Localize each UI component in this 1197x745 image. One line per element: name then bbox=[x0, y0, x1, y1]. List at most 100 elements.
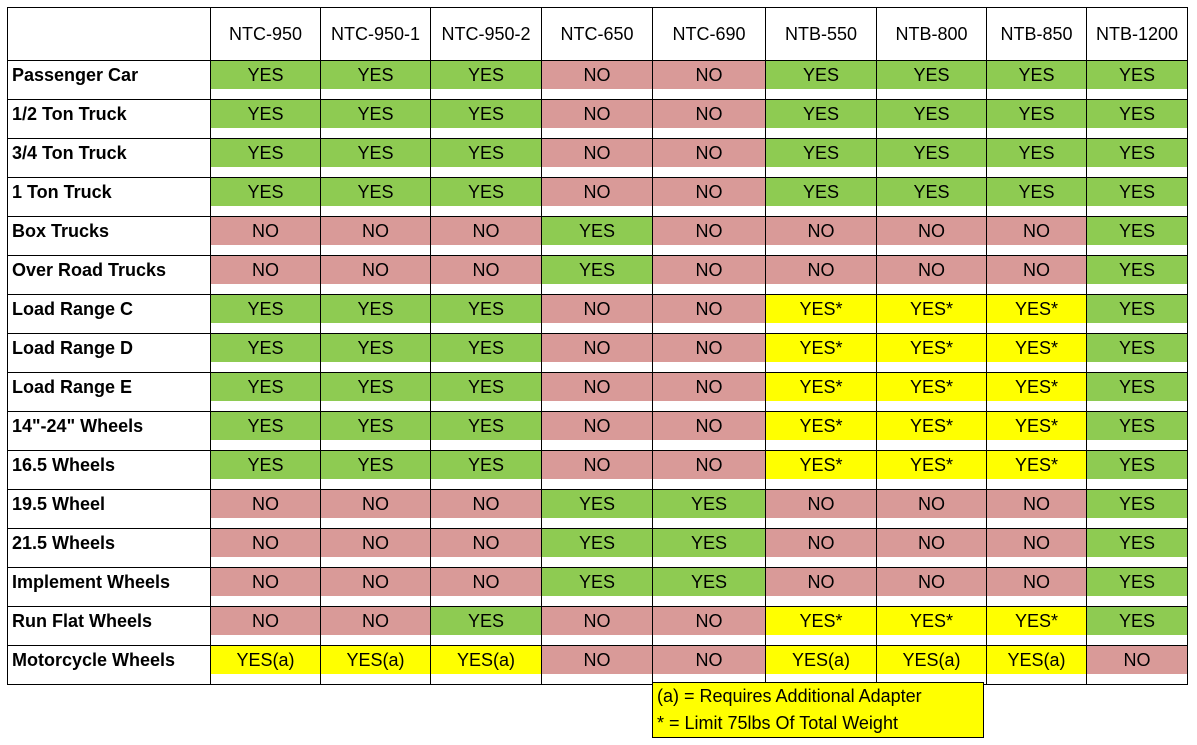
table-cell: NO bbox=[320, 567, 431, 607]
table-cell: YES bbox=[430, 138, 542, 178]
cell-value: YES* bbox=[877, 373, 986, 401]
cell-value: YES bbox=[987, 139, 1086, 167]
cell-value: YES* bbox=[766, 334, 876, 362]
cell-value: YES bbox=[1087, 607, 1187, 635]
table-row: Implement Wheels NO NO NO YES YES NO NO NO YES bbox=[7, 567, 1188, 607]
cell-value: NO bbox=[431, 529, 541, 557]
cell-value: NO bbox=[987, 217, 1086, 245]
table-cell: YES bbox=[765, 99, 877, 139]
cell-value: YES bbox=[431, 61, 541, 89]
table-cell: YES* bbox=[876, 450, 987, 490]
cell-value: YES* bbox=[766, 607, 876, 635]
row-label-cell: 21.5 Wheels bbox=[7, 528, 211, 568]
cell-value: YES* bbox=[987, 607, 1086, 635]
cell-value: YES bbox=[653, 568, 765, 596]
cell-value: YES bbox=[321, 178, 430, 206]
cell-value: YES bbox=[431, 139, 541, 167]
row-label-cell: Load Range E bbox=[7, 372, 211, 412]
table-cell: NO bbox=[430, 489, 542, 529]
legend-box: (a) = Requires Additional Adapter * = Lim… bbox=[652, 682, 984, 738]
compatibility-table: NTC-950 NTC-950-1 NTC-950-2 NTC-650 NTC-690 N… bbox=[7, 7, 1188, 685]
table-cell: YES* bbox=[876, 372, 987, 412]
cell-value: YES bbox=[987, 178, 1086, 206]
table-row: Motorcycle Wheels YES(a) YES(a) YES(a) NO NO Y… bbox=[7, 645, 1188, 685]
cell-value: YES(a) bbox=[431, 646, 541, 674]
table-cell: YES bbox=[430, 606, 542, 646]
table-cell: YES bbox=[210, 333, 321, 373]
cell-value: NO bbox=[766, 490, 876, 518]
table-cell: YES bbox=[1086, 411, 1188, 451]
cell-value: YES bbox=[1087, 139, 1187, 167]
table-cell: NO bbox=[541, 450, 653, 490]
table-cell: YES bbox=[1086, 606, 1188, 646]
table-cell: NO bbox=[541, 606, 653, 646]
cell-value: NO bbox=[653, 412, 765, 440]
row-label-cell: Box Trucks bbox=[7, 216, 211, 256]
table-cell: YES bbox=[210, 60, 321, 100]
cell-value: YES bbox=[542, 217, 652, 245]
table-cell: YES* bbox=[986, 294, 1087, 334]
table-cell: YES bbox=[320, 450, 431, 490]
table-cell: YES bbox=[320, 411, 431, 451]
table-row: Load Range E YES YES YES NO NO YES* YES* YES* YES bbox=[7, 372, 1188, 412]
table-cell: YES(a) bbox=[430, 645, 542, 685]
cell-value: YES bbox=[653, 490, 765, 518]
row-label-cell: Implement Wheels bbox=[7, 567, 211, 607]
table-cell: NO bbox=[320, 216, 431, 256]
cell-value: YES bbox=[1087, 568, 1187, 596]
cell-value: NO bbox=[653, 646, 765, 674]
table-cell: NO bbox=[541, 294, 653, 334]
cell-value: YES(a) bbox=[877, 646, 986, 674]
table-cell: YES bbox=[430, 411, 542, 451]
cell-value: NO bbox=[653, 256, 765, 284]
table-cell: NO bbox=[210, 567, 321, 607]
table-cell: YES bbox=[876, 177, 987, 217]
cell-value: YES(a) bbox=[321, 646, 430, 674]
cell-value: NO bbox=[987, 490, 1086, 518]
cell-value: YES bbox=[542, 568, 652, 596]
table-cell: NO bbox=[652, 333, 766, 373]
row-label: Load Range E bbox=[12, 377, 133, 397]
table-cell: YES* bbox=[986, 411, 1087, 451]
cell-value: NO bbox=[877, 256, 986, 284]
cell-value: NO bbox=[211, 529, 320, 557]
table-cell: NO bbox=[876, 255, 987, 295]
cell-value: NO bbox=[987, 256, 1086, 284]
table-cell: NO bbox=[541, 645, 653, 685]
table-row: Box Trucks NO NO NO YES NO NO NO NO YES bbox=[7, 216, 1188, 256]
cell-value: YES bbox=[431, 607, 541, 635]
column-header: NTB-1200 bbox=[1086, 7, 1188, 61]
table-cell: YES bbox=[541, 567, 653, 607]
table-cell: YES bbox=[1086, 528, 1188, 568]
table-cell: YES* bbox=[765, 333, 877, 373]
table-cell: YES bbox=[430, 372, 542, 412]
table-cell: NO bbox=[320, 255, 431, 295]
cell-value: YES bbox=[1087, 490, 1187, 518]
row-label: 1 Ton Truck bbox=[12, 182, 112, 202]
cell-value: NO bbox=[653, 451, 765, 479]
cell-value: YES bbox=[987, 100, 1086, 128]
row-label: Box Trucks bbox=[12, 221, 110, 241]
cell-value: NO bbox=[653, 373, 765, 401]
cell-value: NO bbox=[542, 139, 652, 167]
cell-value: NO bbox=[431, 490, 541, 518]
table-cell: YES(a) bbox=[876, 645, 987, 685]
table-cell: YES bbox=[1086, 177, 1188, 217]
cell-value: YES* bbox=[987, 295, 1086, 323]
cell-value: YES bbox=[431, 412, 541, 440]
table-cell: NO bbox=[986, 255, 1087, 295]
cell-value: YES bbox=[211, 451, 320, 479]
table-cell: YES bbox=[541, 489, 653, 529]
table-cell: YES bbox=[1086, 489, 1188, 529]
table-cell: NO bbox=[876, 528, 987, 568]
cell-value: YES bbox=[542, 256, 652, 284]
table-cell: NO bbox=[876, 216, 987, 256]
table-cell: YES bbox=[210, 411, 321, 451]
table-cell: YES bbox=[541, 528, 653, 568]
table-cell: YES bbox=[320, 60, 431, 100]
cell-value: YES bbox=[1087, 178, 1187, 206]
table-cell: YES* bbox=[876, 294, 987, 334]
header-row: NTC-950 NTC-950-1 NTC-950-2 NTC-650 NTC-690 N… bbox=[7, 7, 1188, 61]
cell-value: YES bbox=[211, 334, 320, 362]
